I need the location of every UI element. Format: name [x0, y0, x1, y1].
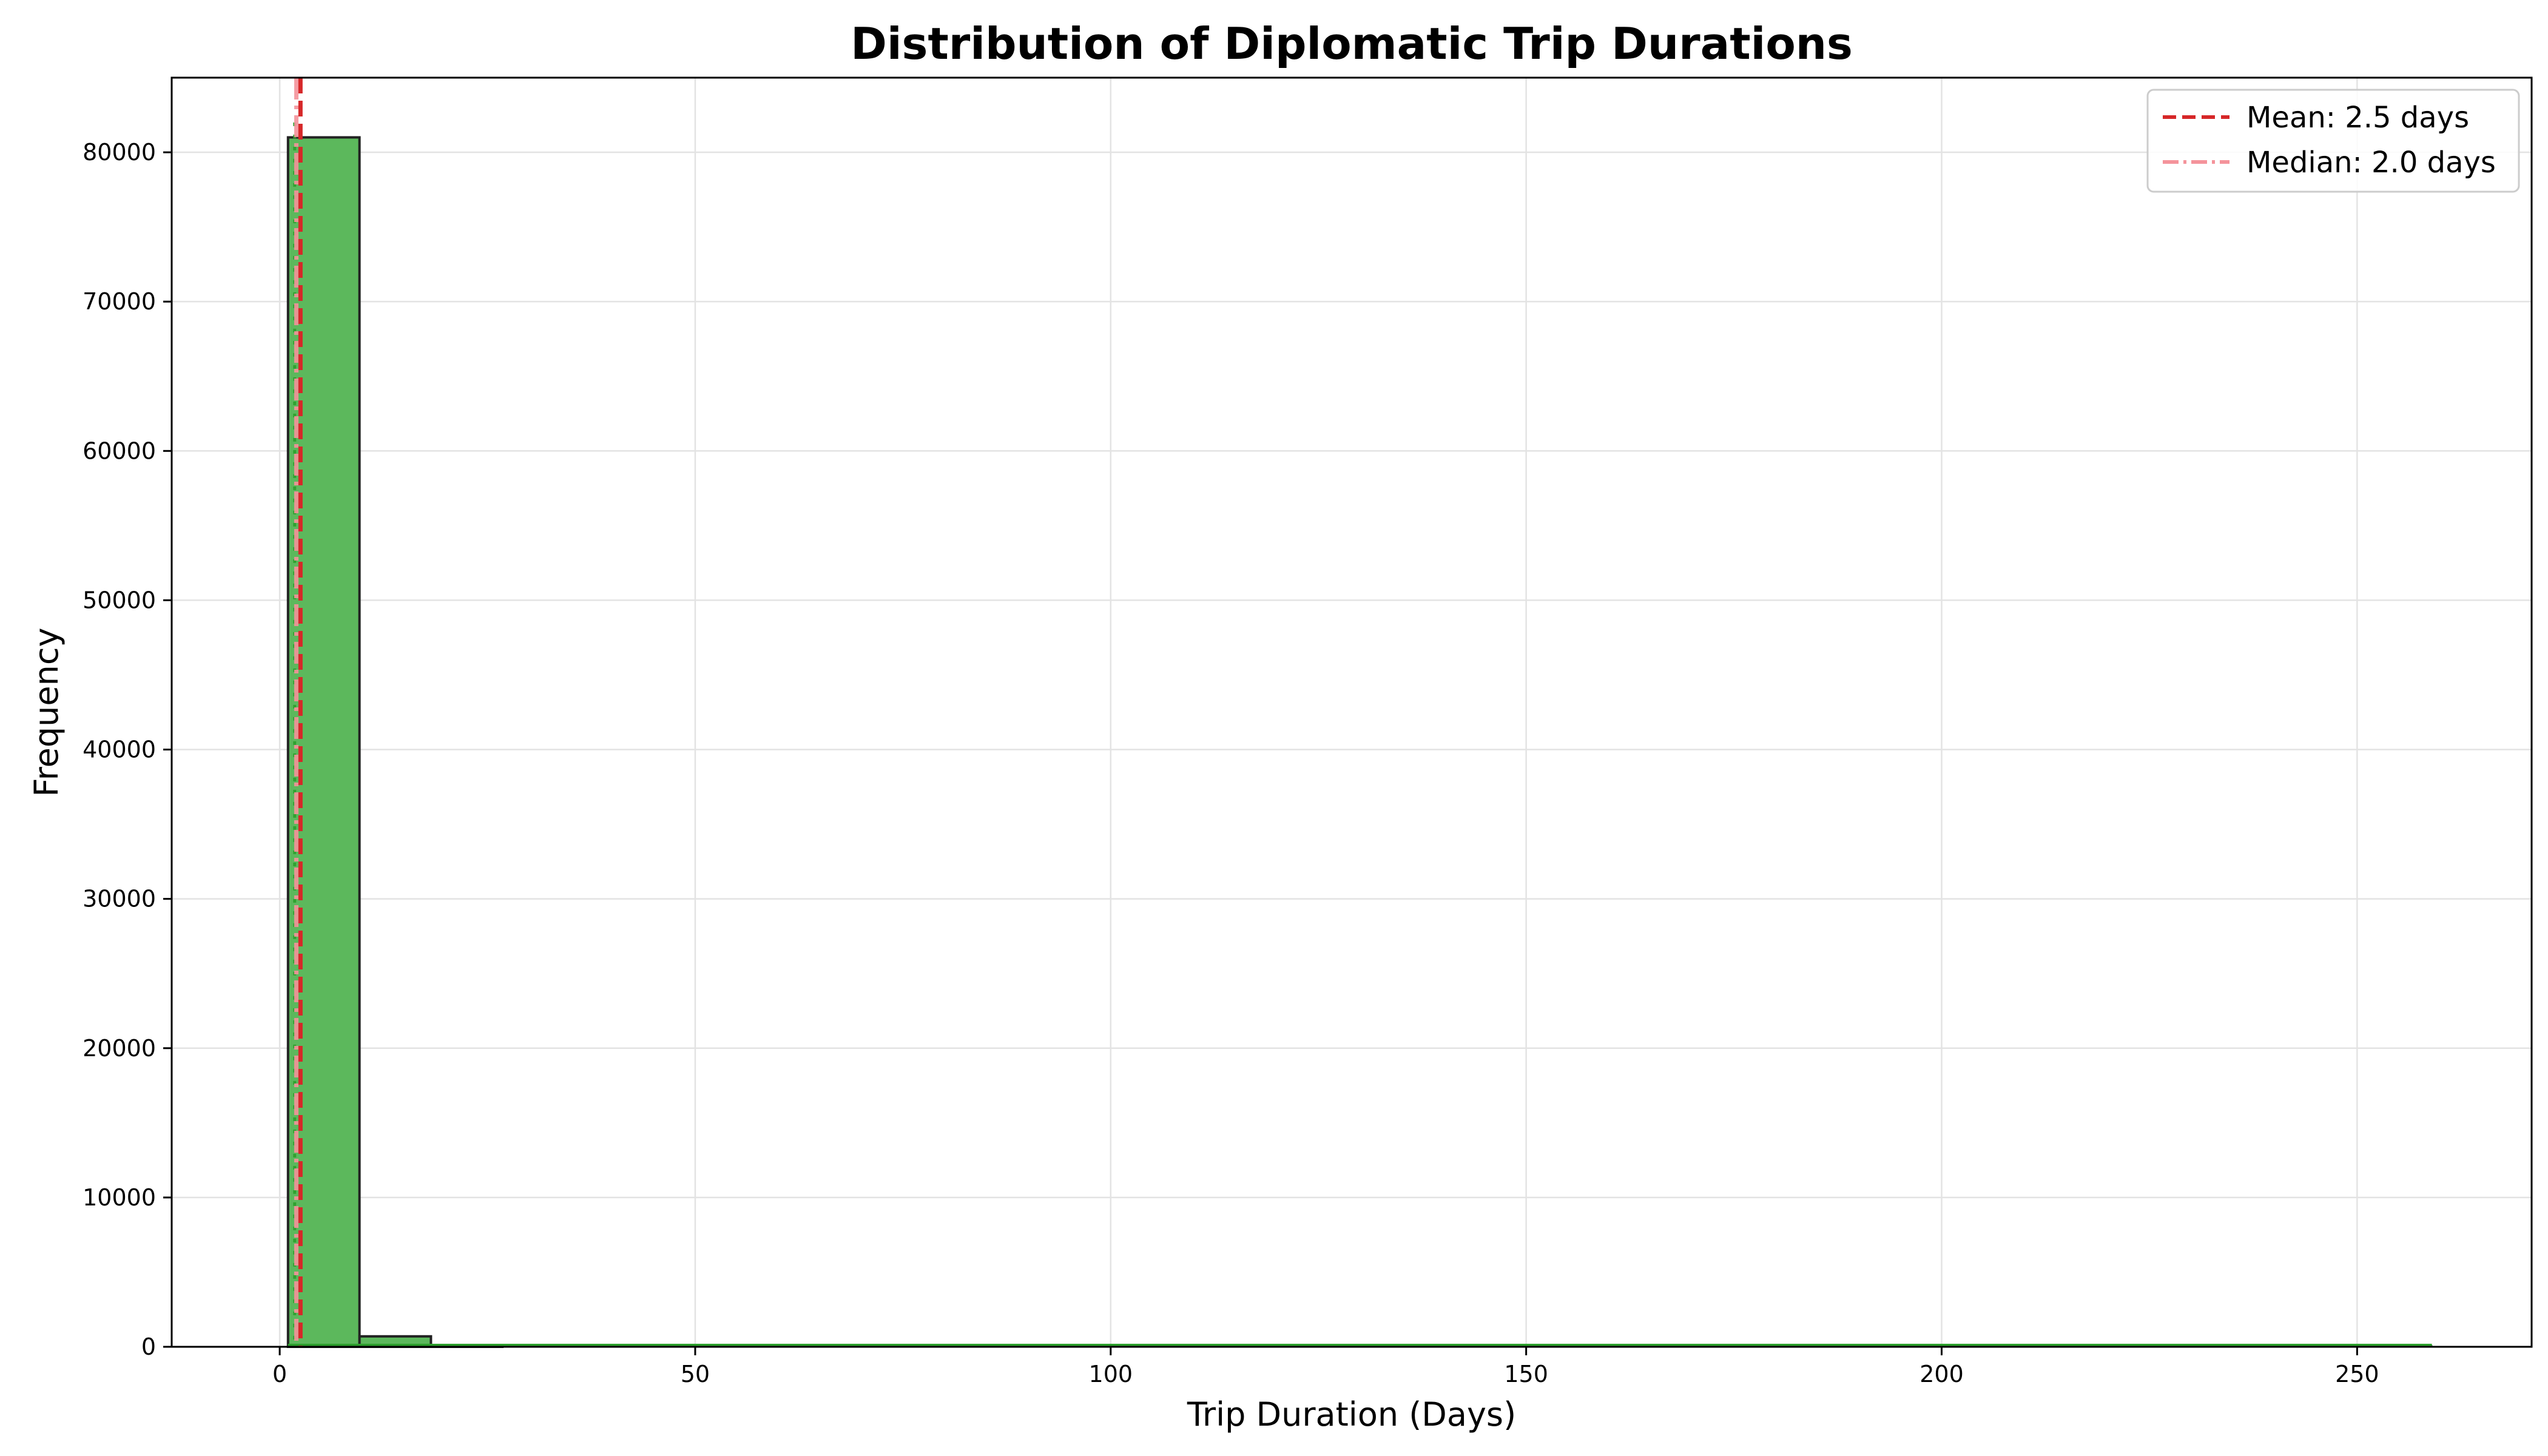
legend-box	[2146, 89, 2520, 193]
y-axis-label: Frequency	[27, 628, 66, 797]
y-tick-label: 30000	[83, 886, 156, 912]
x-axis-label: Trip Duration (Days)	[1187, 1395, 1516, 1434]
reference-lines	[288, 78, 2432, 1347]
y-tick-label: 70000	[83, 288, 156, 315]
y-tick-label: 60000	[83, 437, 156, 464]
chart-title: Distribution of Diplomatic Trip Duration…	[851, 18, 1853, 69]
legend: Mean: 2.5 days Median: 2.0 days	[2146, 89, 2520, 193]
y-tick-label: 20000	[83, 1035, 156, 1062]
y-tick-label: 80000	[83, 139, 156, 166]
y-tick-label: 50000	[83, 587, 156, 613]
x-tick-label: 50	[681, 1361, 710, 1387]
x-tick-label: 100	[1089, 1361, 1133, 1387]
grid-lines	[172, 78, 2532, 1348]
x-tick-label: 250	[2335, 1361, 2379, 1387]
legend-median-label: Median: 2.0 days	[2246, 146, 2496, 180]
y-tick-label: 40000	[83, 736, 156, 763]
x-tick-label: 150	[1504, 1361, 1548, 1387]
plot-frame	[170, 76, 2533, 1348]
x-tick-label: 0	[272, 1361, 287, 1387]
x-tick-label: 200	[1919, 1361, 1964, 1387]
legend-mean-label: Mean: 2.5 days	[2246, 101, 2469, 135]
axis-ticks: 0 50 100 150 200 250 0 10000 20000 30000 40000 5000…	[83, 139, 2379, 1387]
y-tick-label: 10000	[83, 1184, 156, 1211]
y-tick-label: 0	[141, 1333, 156, 1360]
